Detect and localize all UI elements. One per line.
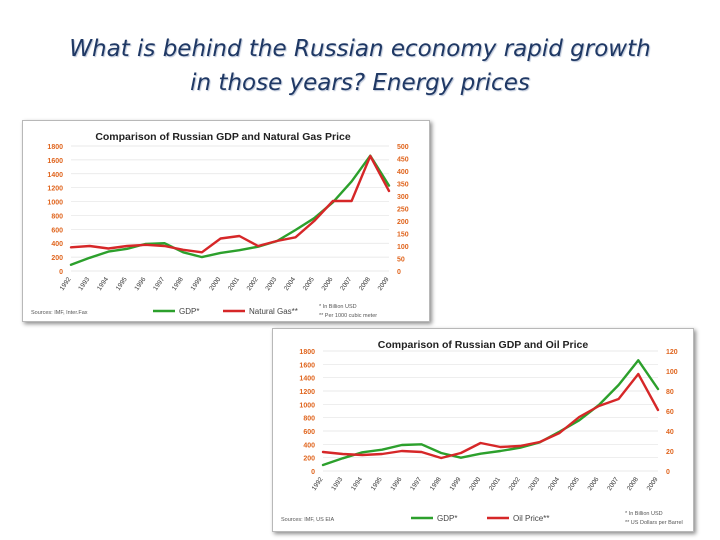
oil-left-tick-label: 1600: [299, 362, 315, 369]
gas-left-tick-label: 1000: [47, 200, 63, 207]
gas-x-tick-label: 2002: [246, 276, 260, 292]
oil-legend-label: Oil Price**: [513, 514, 549, 523]
gas-series-line-gdp: [69, 154, 391, 267]
gas-x-tick-label: 1998: [171, 276, 185, 292]
oil-footnote: * In Billion USD: [625, 511, 663, 517]
oil-x-tick-label: 2004: [547, 476, 561, 492]
gas-x-tick-label: 1994: [96, 276, 110, 292]
gas-right-tick-label: 450: [397, 157, 409, 164]
gas-right-tick-label: 400: [397, 169, 409, 176]
oil-right-tick-label: 80: [666, 389, 674, 396]
oil-right-tick-label: 40: [666, 429, 674, 436]
gas-legend-label: GDP*: [179, 307, 199, 316]
oil-right-tick-label: 120: [666, 349, 678, 356]
gas-x-tick-label: 1995: [115, 276, 129, 292]
oil-series-line-energy: [321, 372, 660, 460]
gas-left-tick-label: 1800: [47, 144, 63, 151]
oil-x-tick-label: 2008: [626, 476, 640, 492]
gas-right-tick-label: 200: [397, 219, 409, 226]
gas-chart-title: Comparison of Russian GDP and Natural Ga…: [95, 131, 351, 143]
gas-left-tick-label: 1200: [47, 186, 63, 193]
oil-x-tick-label: 2001: [488, 476, 502, 492]
oil-x-tick-label: 1997: [409, 476, 423, 492]
oil-x-tick-label: 1993: [330, 476, 344, 492]
oil-left-tick-label: 1400: [299, 376, 315, 383]
gas-x-tick-label: 2005: [302, 276, 316, 292]
gas-footnote: ** Per 1000 cubic meter: [319, 313, 377, 319]
gas-series-line-energy: [69, 154, 391, 254]
oil-x-tick-label: 1992: [311, 476, 325, 492]
gas-x-tick-label: 2001: [227, 276, 241, 292]
oil-left-tick-label: 1200: [299, 389, 315, 396]
oil-x-tick-label: 1994: [350, 476, 364, 492]
gas-right-tick-label: 100: [397, 244, 409, 251]
oil-right-tick-label: 100: [666, 369, 678, 376]
gas-x-tick-label: 1993: [77, 276, 91, 292]
oil-footnote: ** US Dollars per Barrel: [625, 520, 683, 526]
oil-left-tick-label: 1800: [299, 349, 315, 356]
gas-left-tick-label: 400: [51, 241, 63, 248]
gas-x-tick-label: 2006: [320, 276, 334, 292]
gas-x-tick-label: 2000: [208, 276, 222, 292]
oil-chart: Comparison of Russian GDP and Oil Price 1…: [281, 339, 683, 526]
oil-right-tick-label: 20: [666, 449, 674, 456]
gas-right-tick-label: 300: [397, 194, 409, 201]
oil-source-label: Sources: IMF, US EIA: [281, 517, 335, 523]
gas-left-tick-label: 1400: [47, 172, 63, 179]
oil-x-tick-label: 1998: [429, 476, 443, 492]
gas-right-tick-label: 50: [397, 257, 405, 264]
gas-left-tick-label: 1600: [47, 158, 63, 165]
oil-x-tick-label: 2006: [586, 476, 600, 492]
oil-x-tick-label: 2005: [567, 476, 581, 492]
oil-left-tick-label: 1000: [299, 402, 315, 409]
gas-right-tick-label: 250: [397, 207, 409, 214]
gas-right-tick-label: 0: [397, 269, 401, 276]
oil-left-tick-label: 0: [311, 469, 315, 476]
oil-series-line-gdp: [321, 359, 660, 467]
gas-x-tick-label: 2007: [339, 276, 353, 292]
oil-chart-frame: Comparison of Russian GDP and Oil Price 1…: [272, 328, 694, 532]
gas-chart: Comparison of Russian GDP and Natural Ga…: [31, 131, 409, 319]
slide-title-line2: in those years? Energy prices: [190, 70, 530, 96]
gas-footnote: * In Billion USD: [319, 304, 357, 310]
gas-legend-label: Natural Gas**: [249, 307, 298, 316]
gas-x-tick-label: 2009: [377, 276, 391, 292]
oil-legend-label: GDP*: [437, 514, 457, 523]
oil-x-tick-label: 1999: [449, 476, 463, 492]
gas-x-tick-label: 1996: [133, 276, 147, 292]
oil-left-tick-label: 600: [303, 429, 315, 436]
oil-x-tick-label: 1996: [389, 476, 403, 492]
gas-left-tick-label: 0: [59, 269, 63, 276]
gas-right-tick-label: 150: [397, 232, 409, 239]
oil-x-tick-label: 2009: [646, 476, 660, 492]
oil-left-tick-label: 800: [303, 416, 315, 423]
oil-x-tick-label: 2002: [508, 476, 522, 492]
oil-right-tick-label: 0: [666, 469, 670, 476]
gas-x-tick-label: 2008: [358, 276, 372, 292]
gas-chart-frame: Comparison of Russian GDP and Natural Ga…: [22, 120, 430, 322]
oil-x-tick-label: 1995: [370, 476, 384, 492]
gas-x-tick-label: 1992: [59, 276, 73, 292]
oil-left-tick-label: 400: [303, 442, 315, 449]
gas-left-tick-label: 200: [51, 255, 63, 262]
oil-chart-title: Comparison of Russian GDP and Oil Price: [378, 339, 589, 351]
gas-left-tick-label: 800: [51, 213, 63, 220]
oil-x-tick-label: 2007: [606, 476, 620, 492]
oil-left-tick-label: 200: [303, 456, 315, 463]
gas-right-tick-label: 350: [397, 182, 409, 189]
oil-x-tick-label: 2000: [468, 476, 482, 492]
gas-x-tick-label: 2004: [283, 276, 297, 292]
gas-x-tick-label: 2003: [264, 276, 278, 292]
gas-left-tick-label: 600: [51, 227, 63, 234]
slide-title: What is behind the Russian economy rapid…: [0, 32, 720, 100]
oil-right-tick-label: 60: [666, 409, 674, 416]
gas-source-label: Sources: IMF, Inter.Fax: [31, 310, 88, 316]
oil-x-tick-label: 2003: [527, 476, 541, 492]
slide-title-line1: What is behind the Russian economy rapid…: [69, 36, 651, 62]
gas-x-tick-label: 1999: [190, 276, 204, 292]
gas-right-tick-label: 500: [397, 144, 409, 151]
gas-x-tick-label: 1997: [152, 276, 166, 292]
